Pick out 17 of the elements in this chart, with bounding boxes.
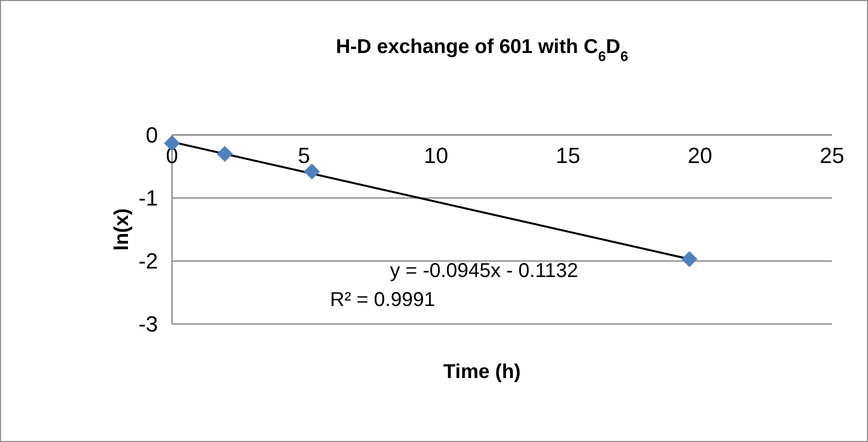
y-tick-label: 0	[146, 122, 158, 148]
y-axis-title: ln(x)	[111, 208, 133, 251]
x-axis-title: Time (h)	[443, 361, 521, 383]
x-tick-label: 20	[688, 143, 712, 168]
y-tick-label: -3	[138, 312, 158, 337]
point	[216, 146, 233, 162]
annotation: y = -0.0945x - 0.1132	[390, 260, 578, 282]
y-tick-label: -2	[138, 248, 158, 274]
x-tick-label: 5	[298, 143, 310, 168]
annotation: R² = 0.9991	[330, 289, 436, 311]
chart-title: H-D exchange of 601 with C$_{6}$D$_{6}$	[336, 36, 628, 64]
x-tick-label: 15	[556, 143, 580, 168]
y-tick-label: -1	[138, 186, 158, 211]
x-tick-label: 25	[820, 143, 844, 168]
point	[681, 251, 698, 268]
x-tick-label: 10	[424, 143, 448, 168]
point	[304, 164, 320, 180]
